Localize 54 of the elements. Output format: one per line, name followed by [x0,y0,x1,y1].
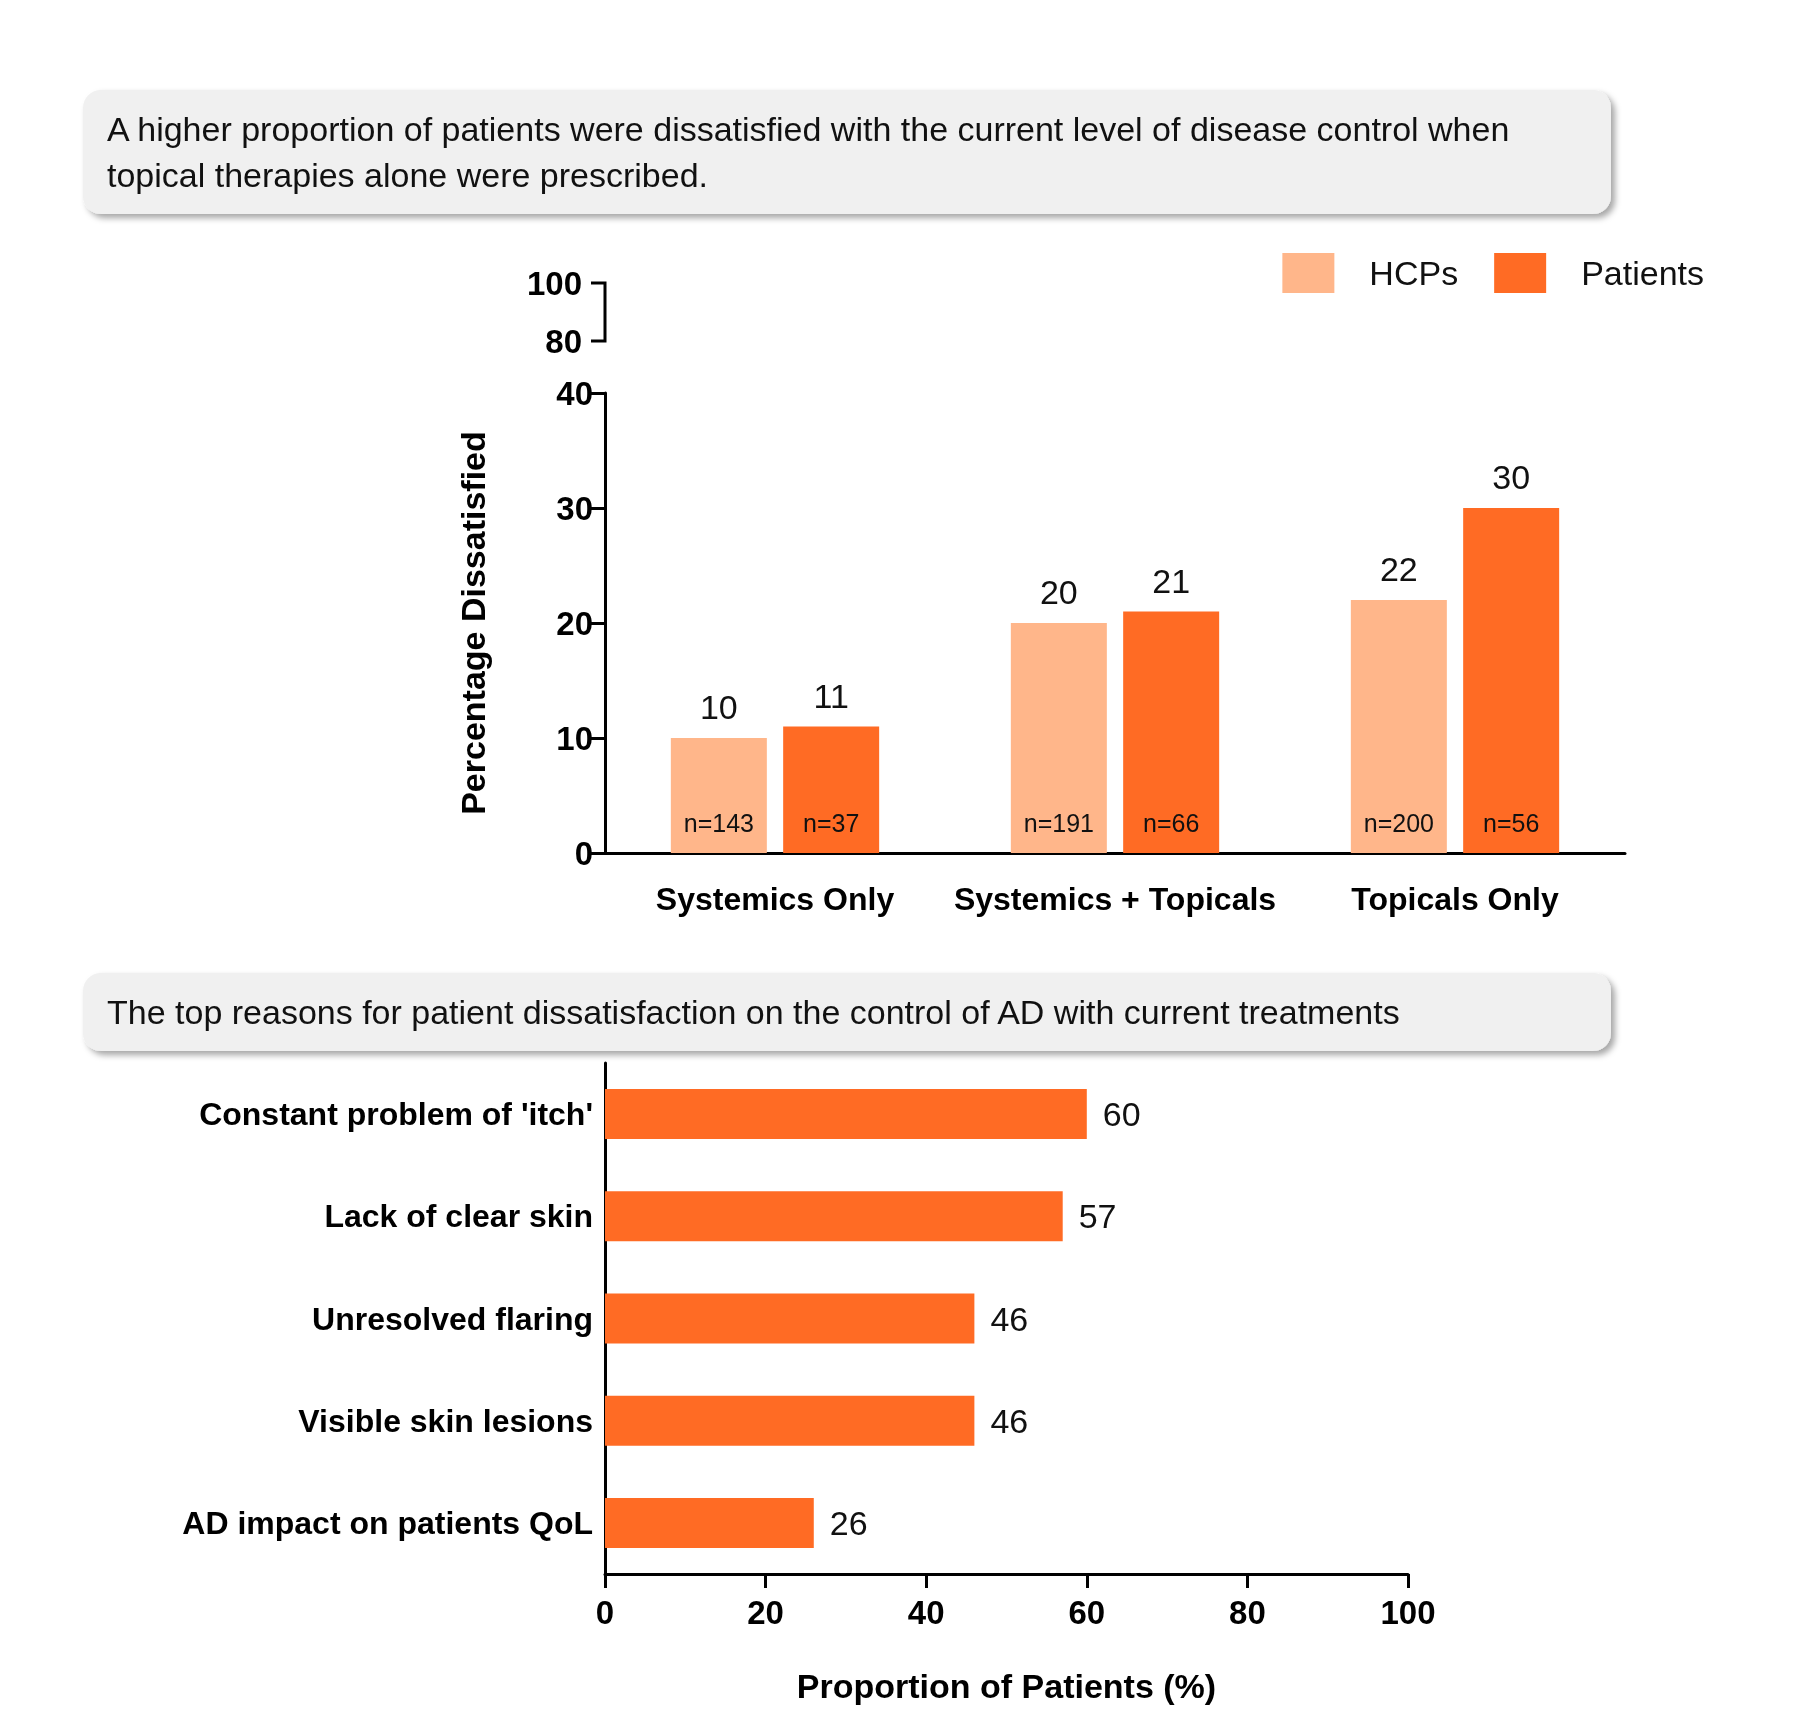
y-tick-label: Unresolved flaring [312,1300,593,1337]
annotation: n=191 [1023,808,1094,837]
data-label: 22 [1379,550,1418,588]
y-tick-label: 0 [574,834,593,872]
y-tick-label: 30 [556,489,593,527]
legend-label: HCPs [1369,254,1459,292]
data-label: 30 [1492,458,1531,496]
y-tick-label: Lack of clear skin [324,1198,593,1235]
y-axis-title: Percentage Dissatisfied [454,431,492,815]
x-tick-label: 100 [1380,1594,1436,1631]
data-label: 46 [990,1299,1029,1338]
y-tick-label: Constant problem of 'itch' [199,1096,593,1133]
bar [1123,611,1220,853]
y-tick-label: AD impact on patients QoL [182,1504,593,1541]
bar [605,1293,975,1344]
legend-label: Patients [1581,254,1705,292]
bar [1010,623,1107,853]
data-label: 10 [699,688,738,726]
text: 80 [545,322,582,360]
bar [605,1089,1087,1140]
y-tick-label: 20 [556,604,593,642]
bar [605,1191,1063,1242]
data-label: 20 [1039,573,1078,611]
x-tick-label: 80 [1229,1594,1266,1631]
y-tick-label: 40 [556,374,593,412]
y-tick-label: 10 [556,719,593,757]
annotation: n=66 [1143,808,1200,837]
text: 100 [526,264,582,302]
y-tick-label: Visible skin lesions [298,1402,593,1439]
bar [670,738,767,853]
chart-title: A higher proportion of patients were dissatisfied with the current level of disease control when topical therapies alone were prescribed. [107,110,1519,194]
data-label: 21 [1152,561,1191,600]
annotation: n=56 [1483,808,1540,837]
data-label: 57 [1078,1197,1117,1236]
annotation: n=143 [683,808,754,837]
x-tick-label: 40 [907,1594,945,1631]
x-tick-label: Systemics + Topicals [953,881,1277,917]
x-tick-label: 20 [747,1594,784,1631]
x-tick-label: 60 [1068,1594,1106,1631]
data-label: 60 [1102,1095,1141,1134]
annotation: n=200 [1363,808,1434,837]
bar [1463,508,1560,853]
data-label: 46 [990,1401,1029,1440]
x-axis-title: Proportion of Patients (%) [796,1667,1217,1705]
annotation: n=37 [803,808,860,837]
x-tick-label: Topicals Only [1351,881,1559,917]
x-tick-label: Systemics Only [655,881,895,917]
bar [605,1395,975,1446]
data-label: 26 [829,1503,868,1542]
bar [1350,600,1447,853]
bar [783,726,880,853]
data-label: 11 [813,676,849,715]
chart-title: The top reasons for patient dissatisfaction on the control of AD with current treatments [107,993,1400,1031]
bar [605,1497,814,1548]
